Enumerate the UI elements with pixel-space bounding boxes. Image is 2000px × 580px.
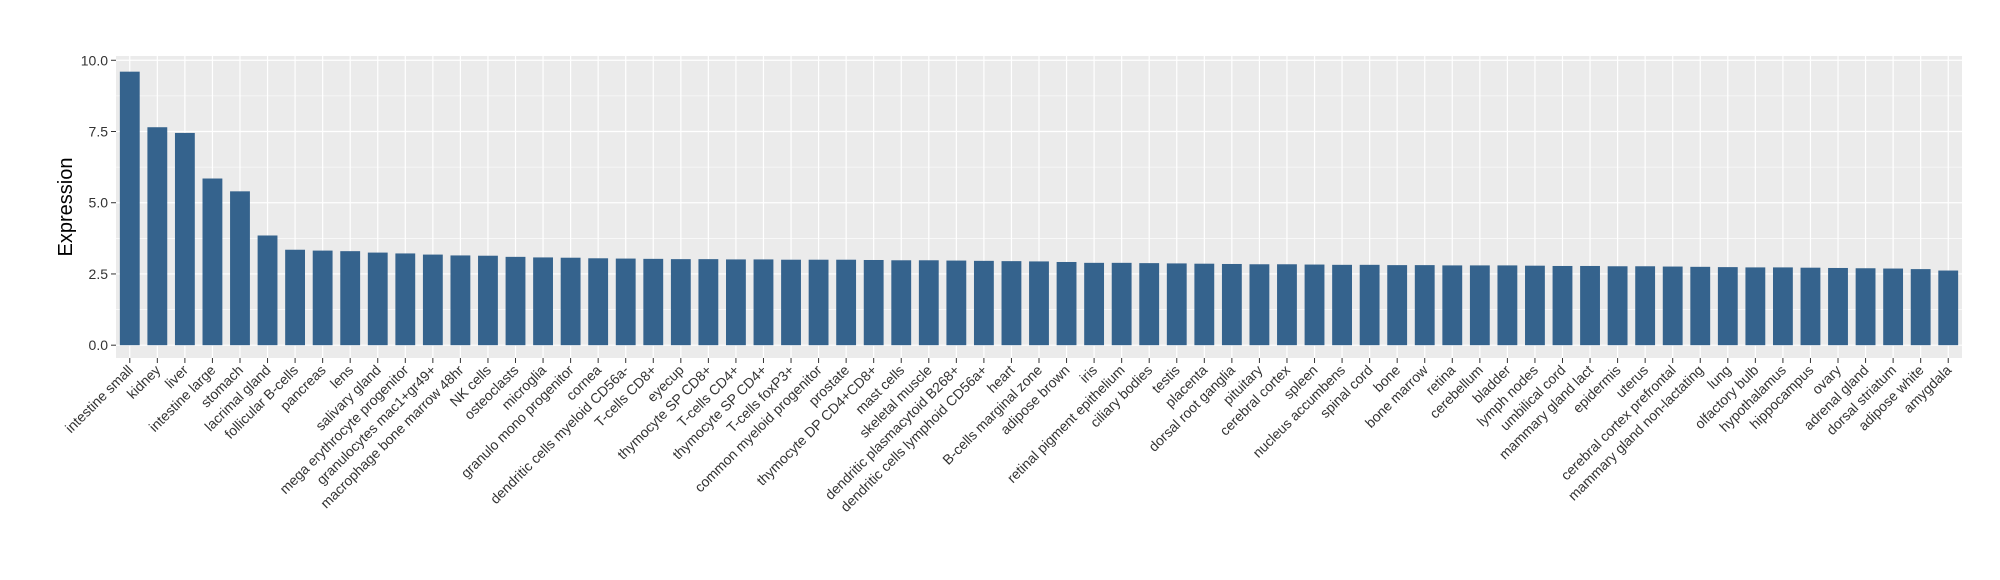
bar bbox=[285, 249, 306, 346]
bar bbox=[698, 259, 719, 346]
bar bbox=[1772, 267, 1793, 346]
bar bbox=[1442, 265, 1463, 346]
bar bbox=[422, 254, 443, 346]
bar bbox=[1938, 270, 1959, 346]
bar bbox=[946, 260, 967, 346]
bar bbox=[450, 255, 471, 346]
y-tick-label: 7.5 bbox=[89, 124, 109, 140]
bar bbox=[1166, 263, 1187, 346]
bar bbox=[1277, 264, 1297, 346]
bar bbox=[505, 256, 526, 346]
bar bbox=[615, 258, 636, 346]
bar bbox=[1194, 263, 1215, 346]
bar bbox=[918, 260, 939, 346]
bar bbox=[1552, 265, 1573, 346]
bar bbox=[1359, 264, 1380, 346]
bar bbox=[1304, 264, 1325, 346]
bar bbox=[1855, 268, 1876, 346]
bar bbox=[1828, 267, 1848, 346]
bar bbox=[1332, 264, 1352, 346]
bar bbox=[1111, 262, 1132, 346]
bar bbox=[1580, 265, 1600, 346]
bar bbox=[1414, 265, 1435, 346]
bar bbox=[147, 127, 168, 346]
bar bbox=[1084, 262, 1105, 346]
bar bbox=[588, 258, 609, 346]
bar bbox=[1249, 264, 1270, 346]
y-tick-label: 10.0 bbox=[81, 52, 108, 68]
bar bbox=[230, 191, 250, 346]
bar bbox=[1607, 266, 1628, 346]
bar bbox=[533, 257, 553, 346]
y-axis-title: Expression bbox=[55, 158, 77, 257]
bar bbox=[1690, 266, 1711, 346]
y-tick-label: 0.0 bbox=[89, 337, 109, 353]
bar bbox=[753, 259, 774, 346]
bar bbox=[973, 260, 994, 346]
y-axis-ticks: 0.0 2.5 5.0 7.5 10.0 bbox=[81, 52, 116, 353]
bar bbox=[670, 259, 691, 346]
bar bbox=[1029, 261, 1049, 346]
bars bbox=[119, 71, 1959, 346]
bar bbox=[1717, 267, 1738, 346]
bar bbox=[560, 257, 581, 346]
bar bbox=[808, 259, 829, 346]
bar bbox=[1910, 269, 1931, 346]
bar bbox=[726, 259, 746, 346]
bar bbox=[395, 253, 416, 346]
bar bbox=[1800, 267, 1821, 346]
y-tick-label: 5.0 bbox=[89, 195, 109, 211]
bar bbox=[312, 250, 333, 346]
bar bbox=[340, 251, 361, 346]
bar bbox=[863, 259, 884, 346]
bar bbox=[367, 252, 388, 346]
bar bbox=[1139, 263, 1160, 346]
bar bbox=[643, 258, 664, 346]
bar bbox=[1001, 261, 1022, 346]
bar bbox=[478, 255, 498, 346]
bar bbox=[1745, 267, 1766, 346]
bar bbox=[836, 259, 857, 346]
bar bbox=[1387, 265, 1408, 346]
bar bbox=[1525, 265, 1545, 346]
bar bbox=[891, 260, 912, 346]
y-tick-label: 2.5 bbox=[89, 266, 109, 282]
bar bbox=[1635, 266, 1656, 346]
x-tick-label: intestine small bbox=[62, 362, 136, 436]
bar bbox=[1056, 261, 1077, 346]
bar bbox=[119, 71, 140, 346]
bar bbox=[1662, 266, 1683, 346]
bar bbox=[1883, 268, 1904, 346]
bar bbox=[1469, 265, 1490, 346]
bar bbox=[257, 235, 278, 346]
bar bbox=[1497, 265, 1518, 346]
bar bbox=[781, 259, 801, 346]
bar bbox=[202, 178, 223, 346]
bar bbox=[1221, 263, 1242, 346]
bar bbox=[174, 132, 195, 346]
